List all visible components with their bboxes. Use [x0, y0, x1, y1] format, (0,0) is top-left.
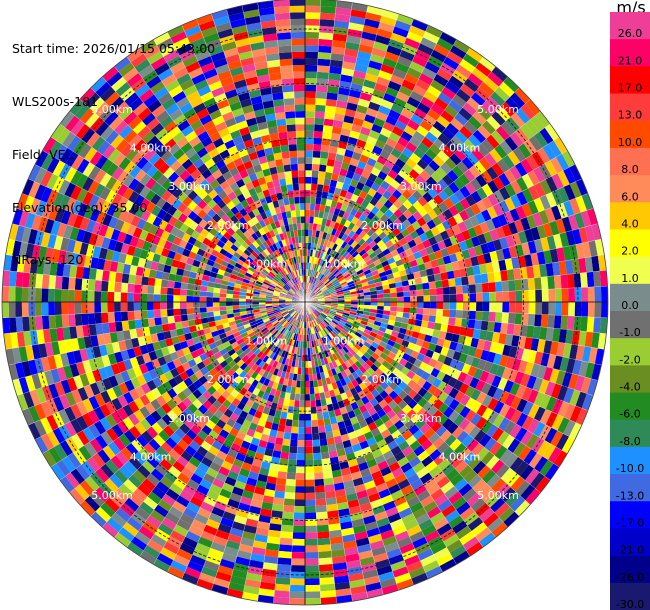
range-label: 4.00km	[439, 142, 481, 155]
colorbar-tick-label: -17.0	[616, 516, 644, 529]
range-ring	[195, 192, 415, 412]
range-labels: 1.00km 1.00km 1.00km 1.00km 2.00km 2.00km 2.00…	[91, 103, 519, 502]
colorbar-swatch	[610, 474, 650, 502]
range-label: 5.00km	[477, 103, 519, 116]
range-label: 1.00km	[246, 335, 288, 348]
colorbar-swatch	[610, 528, 650, 557]
colorbar-tick-label: -10.0	[616, 462, 644, 475]
colorbar-tick-label: -4.0	[619, 381, 640, 394]
ppi-plot: 1.00km 1.00km 1.00km 1.00km 2.00km 2.00km 2.00…	[1, 0, 609, 606]
range-label: 1.00km	[246, 257, 288, 270]
colorbar-tick-label: -26.0	[616, 571, 644, 584]
colorbar-swatch	[610, 66, 650, 95]
colorbar-swatch	[610, 446, 650, 475]
nrays: NRays: 120	[12, 252, 84, 268]
range-label: 3.00km	[168, 412, 210, 425]
range-label: 2.00km	[361, 373, 403, 386]
elevation: Elevation(deg): 35.00	[12, 199, 148, 215]
range-label: 4.00km	[130, 142, 172, 155]
range-label: 4.00km	[130, 450, 172, 463]
colorbar-swatch	[610, 582, 650, 610]
colorbar-swatch	[610, 12, 650, 40]
range-label: 2.00km	[207, 373, 249, 386]
range-label: 4.00km	[439, 450, 481, 463]
range-label: 3.00km	[400, 412, 442, 425]
colorbar-tick-label: -2.0	[619, 353, 640, 366]
range-label: 2.00km	[207, 219, 249, 232]
colorbar-tick-label: 6.0	[621, 190, 639, 203]
outer-ring	[1, 0, 609, 606]
colorbar-tick-label: 26.0	[618, 27, 643, 40]
colorbar-swatch	[610, 175, 650, 203]
colorbar-swatch	[610, 392, 650, 421]
range-ring	[140, 137, 470, 467]
range-label: 5.00km	[91, 103, 133, 116]
ray-lines	[2, 0, 608, 605]
colorbar-tick-label: -6.0	[619, 408, 640, 421]
start-time: Start time: 2026/01/15 05:43:00	[12, 41, 216, 57]
range-ring	[31, 28, 579, 576]
field-name: Field: VEL	[12, 146, 73, 162]
colorbar-swatch	[610, 39, 650, 67]
colorbar-swatch	[610, 365, 650, 394]
colorbar-swatch	[610, 120, 650, 149]
colorbar-tick-label: -21.0	[616, 544, 644, 557]
colorbar-swatch	[610, 229, 650, 258]
colorbar-tick-label: -13.0	[616, 489, 644, 502]
colorbar-swatch	[610, 93, 650, 122]
colorbar-tick-label: 21.0	[618, 54, 643, 67]
colorbar-swatch	[610, 338, 650, 366]
colorbar-tick-label: -1.0	[619, 326, 640, 339]
range-ring	[86, 83, 524, 521]
range-rings	[1, 0, 609, 606]
velocity-sectors	[2, 0, 608, 605]
colorbar-swatch	[610, 283, 650, 312]
range-label: 5.00km	[91, 489, 133, 502]
colorbar-swatch	[610, 419, 650, 448]
range-label: 3.00km	[168, 180, 210, 193]
colorbar-tick-label: 2.0	[621, 245, 639, 258]
range-label: 3.00km	[400, 180, 442, 193]
instrument-name: WLS200s-181	[12, 93, 98, 109]
colorbar-swatch	[610, 202, 650, 230]
colorbar-tick-label: 10.0	[618, 136, 643, 149]
colorbar: 26.0 21.0 17.0 13.0 10.0 8.0 6.0 4.0 2.0 1.0 0.0 -1…	[610, 12, 650, 610]
range-label: 1.00km	[323, 257, 365, 270]
colorbar-tick-label: -30.0	[616, 598, 644, 610]
colorbar-swatch	[610, 147, 650, 176]
colorbar-tick-label: 1.0	[621, 272, 639, 285]
range-label: 1.00km	[323, 335, 365, 348]
range-ring	[249, 246, 361, 358]
colorbar-tick-label: 8.0	[621, 163, 639, 176]
colorbar-swatch	[610, 256, 650, 285]
colorbar-tick-label: -8.0	[619, 435, 640, 448]
colorbar-tick-label: 17.0	[618, 82, 643, 95]
range-label: 2.00km	[361, 219, 403, 232]
colorbar-swatch	[610, 501, 650, 529]
colorbar-swatch	[610, 311, 650, 339]
colorbar-swatch	[610, 555, 650, 584]
colorbar-tick-label: 0.0	[621, 299, 639, 312]
range-label: 5.00km	[477, 489, 519, 502]
colorbar-tick-label: 4.0	[621, 217, 639, 230]
plot-info: Start time: 2026/01/15 05:43:00 WLS200s-…	[12, 5, 215, 287]
colorbar-tick-label: 13.0	[618, 109, 643, 122]
